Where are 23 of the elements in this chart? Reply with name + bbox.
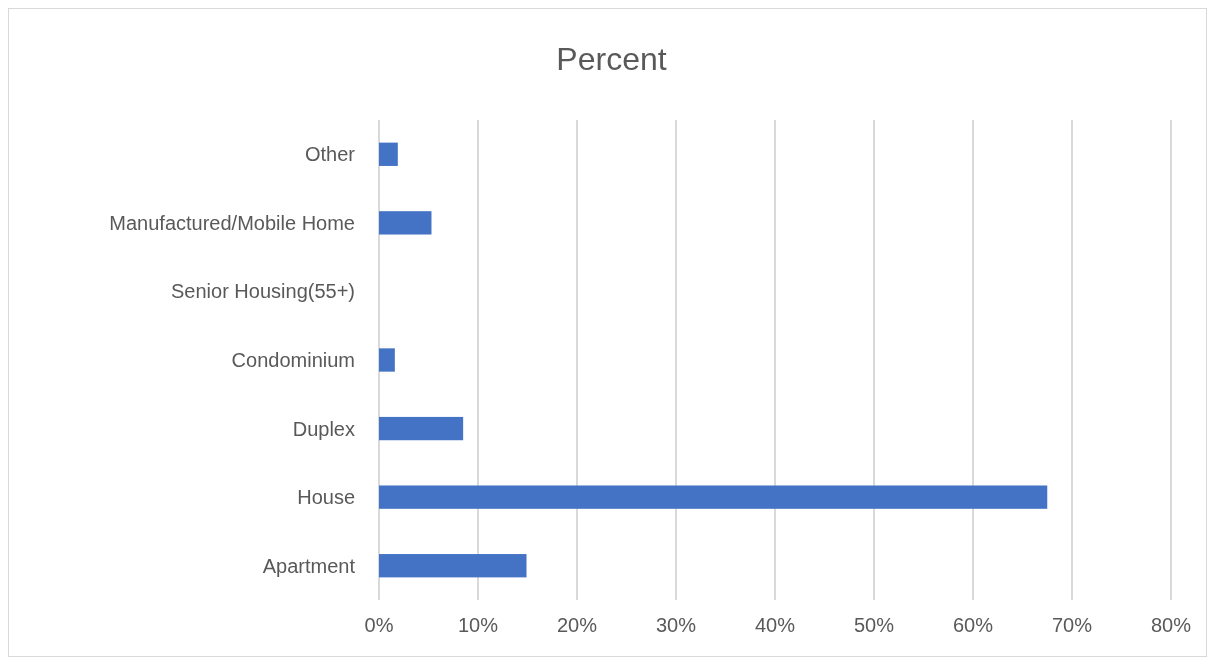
y-tick-label: Manufactured/Mobile Home bbox=[109, 211, 355, 234]
x-tick-label: 0% bbox=[364, 614, 394, 636]
bar bbox=[379, 211, 432, 235]
bar bbox=[379, 485, 1048, 509]
bar bbox=[379, 554, 527, 578]
x-tick-label: 50% bbox=[853, 614, 895, 636]
y-tick-label: Other bbox=[304, 143, 356, 166]
y-tick-label: Duplex bbox=[292, 417, 355, 440]
x-tick-label: 30% bbox=[655, 614, 697, 636]
bar bbox=[379, 416, 464, 441]
bar bbox=[379, 348, 395, 372]
y-tick-label: House bbox=[297, 486, 355, 509]
x-tick-label: 10% bbox=[457, 614, 499, 636]
x-tick-label: 80% bbox=[1150, 614, 1192, 636]
y-tick-label: Apartment bbox=[262, 554, 356, 577]
x-tick-label: 70% bbox=[1051, 614, 1093, 636]
x-tick-label: 60% bbox=[952, 614, 994, 636]
y-tick-label: Senior Housing(55+) bbox=[171, 280, 355, 303]
chart-title: Percent bbox=[556, 41, 667, 77]
bar bbox=[379, 142, 398, 166]
x-tick-label: 40% bbox=[754, 614, 796, 636]
x-tick-label: 20% bbox=[556, 614, 598, 636]
y-tick-label: Condominium bbox=[231, 349, 355, 371]
